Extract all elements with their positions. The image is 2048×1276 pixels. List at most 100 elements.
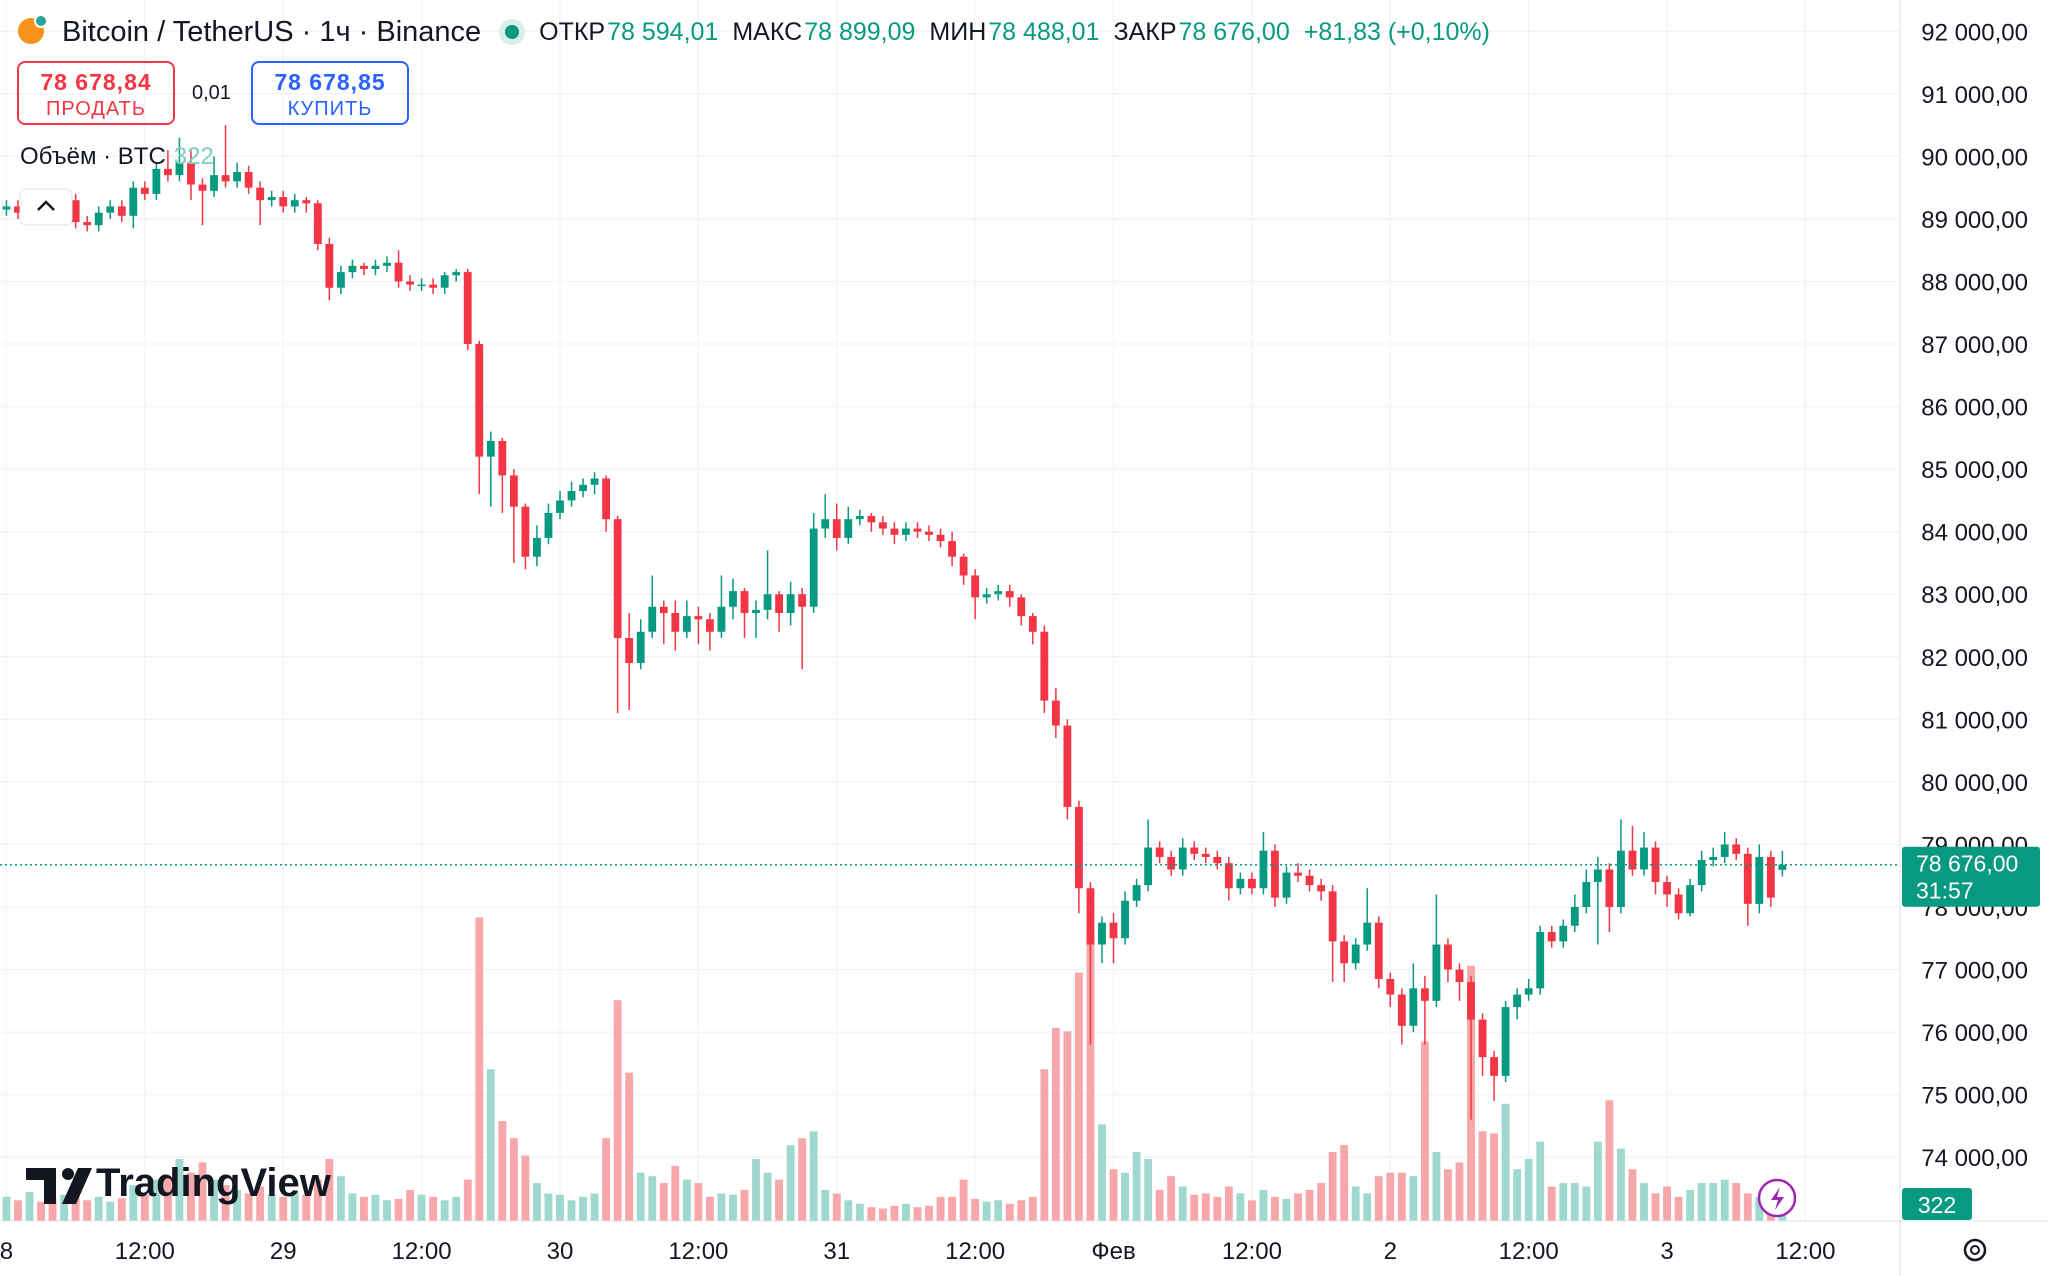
ohlc-name: ОТКР bbox=[539, 17, 606, 46]
sell-button[interactable]: 78 678,84 ПРОДАТЬ bbox=[17, 61, 175, 125]
candle-body bbox=[1190, 847, 1199, 854]
volume-bar bbox=[1271, 1196, 1279, 1221]
volume-bar bbox=[14, 1200, 22, 1221]
symbol: Bitcoin / TetherUS · 1ч · Binance bbox=[62, 15, 482, 48]
candle-body bbox=[71, 200, 80, 223]
volume-bar bbox=[1351, 1186, 1360, 1221]
volume-bar bbox=[1086, 931, 1095, 1221]
candle-body bbox=[210, 175, 218, 191]
candle-body bbox=[1501, 1007, 1510, 1076]
logo-mark bbox=[26, 1168, 56, 1204]
candle-body bbox=[429, 284, 438, 288]
volume-bar bbox=[705, 1196, 714, 1221]
candle-body bbox=[1559, 925, 1568, 942]
volume-bar bbox=[625, 1072, 634, 1221]
candle-body bbox=[1236, 878, 1245, 889]
volume-bar bbox=[129, 1185, 138, 1221]
candle-body bbox=[602, 478, 611, 520]
candle-body bbox=[152, 168, 161, 194]
volume-bar bbox=[1224, 1186, 1233, 1221]
candle-body bbox=[544, 512, 553, 538]
candle-body bbox=[475, 344, 484, 457]
volume-bar bbox=[682, 1179, 691, 1221]
collapse-button[interactable] bbox=[19, 188, 73, 226]
candle-body bbox=[140, 187, 149, 194]
candle-body bbox=[360, 265, 368, 269]
x-tick-label: 12:00 bbox=[115, 1238, 175, 1265]
volume-bar bbox=[740, 1189, 749, 1221]
candle-body bbox=[1766, 856, 1775, 898]
y-tick-label: 83 000,00 bbox=[1921, 582, 2028, 609]
candle-body bbox=[1478, 1019, 1487, 1058]
candle-body bbox=[94, 212, 103, 226]
volume-bar bbox=[1132, 1152, 1141, 1221]
volume-bar bbox=[556, 1194, 564, 1221]
candle-body bbox=[786, 594, 795, 614]
volume-bar bbox=[175, 1158, 184, 1221]
candle-body bbox=[1155, 847, 1164, 857]
candle-body bbox=[775, 594, 784, 614]
volume-bar bbox=[325, 1158, 334, 1221]
x-tick-label: 31 bbox=[823, 1238, 850, 1265]
volume-bar bbox=[948, 1196, 956, 1221]
candle-body bbox=[763, 594, 772, 610]
sell-price: 78 678,84 bbox=[40, 69, 152, 95]
volume-bar bbox=[1628, 1169, 1637, 1221]
volume-bar bbox=[798, 1138, 807, 1221]
volume-bar bbox=[348, 1193, 357, 1221]
candle-body bbox=[671, 613, 680, 632]
volume-bar bbox=[475, 917, 484, 1221]
volume-bar bbox=[694, 1183, 703, 1221]
candle-body bbox=[1351, 944, 1360, 964]
volume-bar bbox=[1755, 1196, 1764, 1221]
candle-body bbox=[1663, 881, 1671, 895]
candle-body bbox=[244, 172, 253, 188]
candle-body bbox=[648, 606, 657, 632]
volume-bar bbox=[844, 1200, 853, 1221]
candle-body bbox=[1628, 850, 1637, 870]
volume-bar bbox=[1397, 1172, 1406, 1221]
candle-body bbox=[982, 594, 991, 598]
volume-bar bbox=[406, 1189, 414, 1221]
volume-bar bbox=[1305, 1189, 1314, 1221]
x-tick-label: 29 bbox=[270, 1238, 297, 1265]
volume-bar bbox=[1363, 1193, 1372, 1221]
volume-bar bbox=[1051, 1027, 1060, 1221]
volume-bar bbox=[1201, 1193, 1210, 1221]
candle-body bbox=[325, 243, 334, 288]
candle-body bbox=[1051, 700, 1060, 726]
volume-bar bbox=[1570, 1183, 1579, 1221]
candle-body bbox=[752, 609, 760, 614]
candle-body bbox=[1294, 872, 1302, 876]
volume-bar bbox=[913, 1207, 922, 1221]
legend-header: Bitcoin / TetherUS · 1ч · Binance ОТКР 78… bbox=[0, 10, 1490, 54]
candle-body bbox=[1593, 869, 1602, 882]
buy-button[interactable]: 78 678,85 КУПИТЬ bbox=[251, 61, 409, 125]
candle-body bbox=[498, 440, 507, 476]
candle-body bbox=[394, 262, 403, 282]
volume-bar bbox=[890, 1205, 899, 1221]
candle-body bbox=[1363, 922, 1372, 945]
volume-bar bbox=[1063, 1031, 1072, 1221]
candle-body bbox=[175, 162, 184, 176]
collapse-icon bbox=[37, 200, 55, 211]
volume-bar bbox=[1501, 1103, 1510, 1221]
volume-bar bbox=[1640, 1183, 1648, 1221]
price-change: +81,83 (+0,10%) bbox=[1303, 17, 1490, 46]
candle-body bbox=[556, 500, 564, 513]
volume-bar bbox=[521, 1155, 530, 1221]
volume-bar bbox=[267, 1194, 276, 1221]
brand-logo: TradingView bbox=[26, 1161, 332, 1205]
x-tick-label: 3 bbox=[1660, 1238, 1673, 1265]
candle-body bbox=[913, 528, 922, 532]
volume-bar bbox=[1582, 1186, 1591, 1221]
logo-mark bbox=[62, 1168, 92, 1204]
volume-bar bbox=[636, 1172, 645, 1221]
candle-body bbox=[198, 184, 207, 191]
x-tick-label: 12:00 bbox=[1775, 1238, 1835, 1265]
settings-button[interactable] bbox=[1963, 1238, 1987, 1262]
candle-body bbox=[1144, 847, 1153, 886]
candle-body bbox=[452, 272, 461, 276]
candle-body bbox=[1755, 856, 1764, 904]
candle-body bbox=[994, 591, 1003, 595]
